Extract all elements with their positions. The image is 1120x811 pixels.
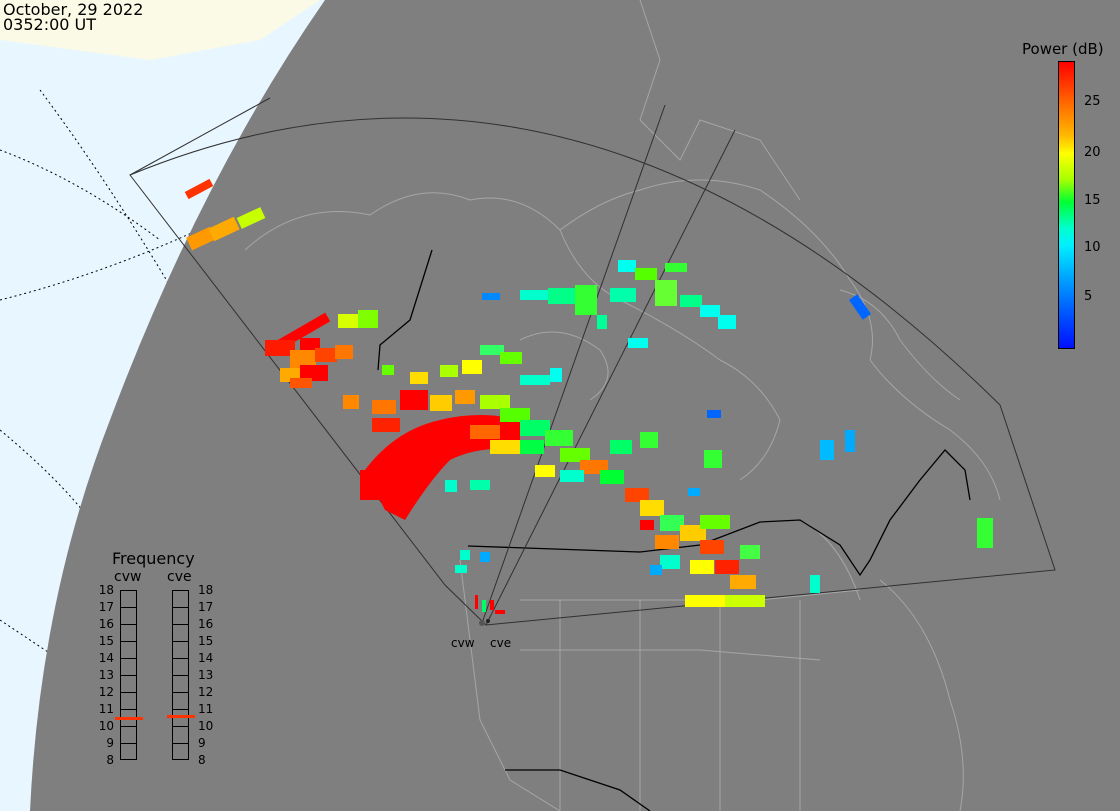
frequency-cell <box>173 659 188 676</box>
frequency-scale-label: 18 <box>198 583 214 597</box>
frequency-scale-label: 17 <box>198 600 214 614</box>
frequency-marker-cvw <box>115 716 143 720</box>
night-side <box>30 0 1120 811</box>
frequency-cell <box>173 642 188 659</box>
colorbar-tick: 20 <box>1084 145 1101 160</box>
frequency-cell <box>173 676 188 693</box>
frequency-scale-label: 9 <box>198 736 206 750</box>
radar-name-cvw: cvw <box>114 569 142 585</box>
frequency-scale-label: 10 <box>198 719 214 733</box>
site-cvw-marker <box>479 620 485 626</box>
frequency-cell <box>121 659 136 676</box>
frequency-cell <box>173 625 188 642</box>
frequency-scale-label: 8 <box>106 753 114 767</box>
frequency-marker-cve <box>167 714 195 718</box>
frequency-cell <box>121 608 136 625</box>
frequency-cell <box>173 693 188 710</box>
frequency-scale-label: 14 <box>198 651 214 665</box>
map-date: October, 29 2022 <box>3 0 144 19</box>
frequency-cell <box>173 727 188 744</box>
frequency-scale-label: 8 <box>198 753 206 767</box>
colorbar <box>1058 61 1075 349</box>
frequency-cell <box>173 608 188 625</box>
frequency-scale-label: 14 <box>98 651 114 665</box>
colorbar-tick: 5 <box>1084 289 1093 304</box>
frequency-cell <box>173 710 188 727</box>
frequency-scale-label: 13 <box>198 668 214 682</box>
frequency-cell <box>173 744 188 761</box>
frequency-cell <box>121 710 136 727</box>
radar-name-cve: cve <box>167 569 192 585</box>
colorbar-tick: 25 <box>1084 94 1101 109</box>
frequency-scale-label: 10 <box>98 719 114 733</box>
day-land-alaska <box>0 0 320 60</box>
frequency-cell <box>121 625 136 642</box>
frequency-scale-label: 15 <box>98 634 114 648</box>
frequency-cell <box>121 744 136 761</box>
frequency-scale-label: 11 <box>98 702 114 716</box>
site-label-cvw: cvw <box>451 636 475 650</box>
frequency-scale-label: 15 <box>198 634 214 648</box>
site-label-cve: cve <box>490 636 512 650</box>
frequency-cell <box>121 727 136 744</box>
frequency-cell <box>121 642 136 659</box>
frequency-scale-label: 12 <box>198 685 214 699</box>
frequency-title: Frequency <box>112 549 195 568</box>
frequency-scale-label: 16 <box>98 617 114 631</box>
backscatter-cells <box>184 178 993 614</box>
frequency-scale-label: 13 <box>98 668 114 682</box>
frequency-scale-label: 18 <box>98 583 114 597</box>
frequency-box-cve <box>172 590 189 760</box>
frequency-box-cvw <box>120 590 137 760</box>
colorbar-tick: 15 <box>1084 193 1101 208</box>
frequency-scale-label: 17 <box>98 600 114 614</box>
map-time: 0352:00 UT <box>3 15 97 34</box>
frequency-cell <box>121 693 136 710</box>
frequency-cell <box>121 676 136 693</box>
frequency-scale-label: 12 <box>98 685 114 699</box>
frequency-scale-label: 11 <box>198 702 214 716</box>
colorbar-title: Power (dB) <box>1022 40 1104 58</box>
frequency-cell <box>121 591 136 608</box>
site-cve-marker <box>486 619 490 623</box>
fov-outlines <box>129 97 1056 626</box>
frequency-scale-label: 9 <box>106 736 114 750</box>
frequency-scale-label: 16 <box>198 617 214 631</box>
colorbar-tick: 10 <box>1084 240 1101 255</box>
frequency-cell <box>173 591 188 608</box>
